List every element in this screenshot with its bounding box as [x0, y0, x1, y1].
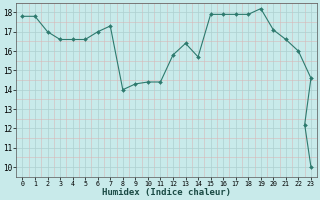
X-axis label: Humidex (Indice chaleur): Humidex (Indice chaleur): [102, 188, 231, 197]
